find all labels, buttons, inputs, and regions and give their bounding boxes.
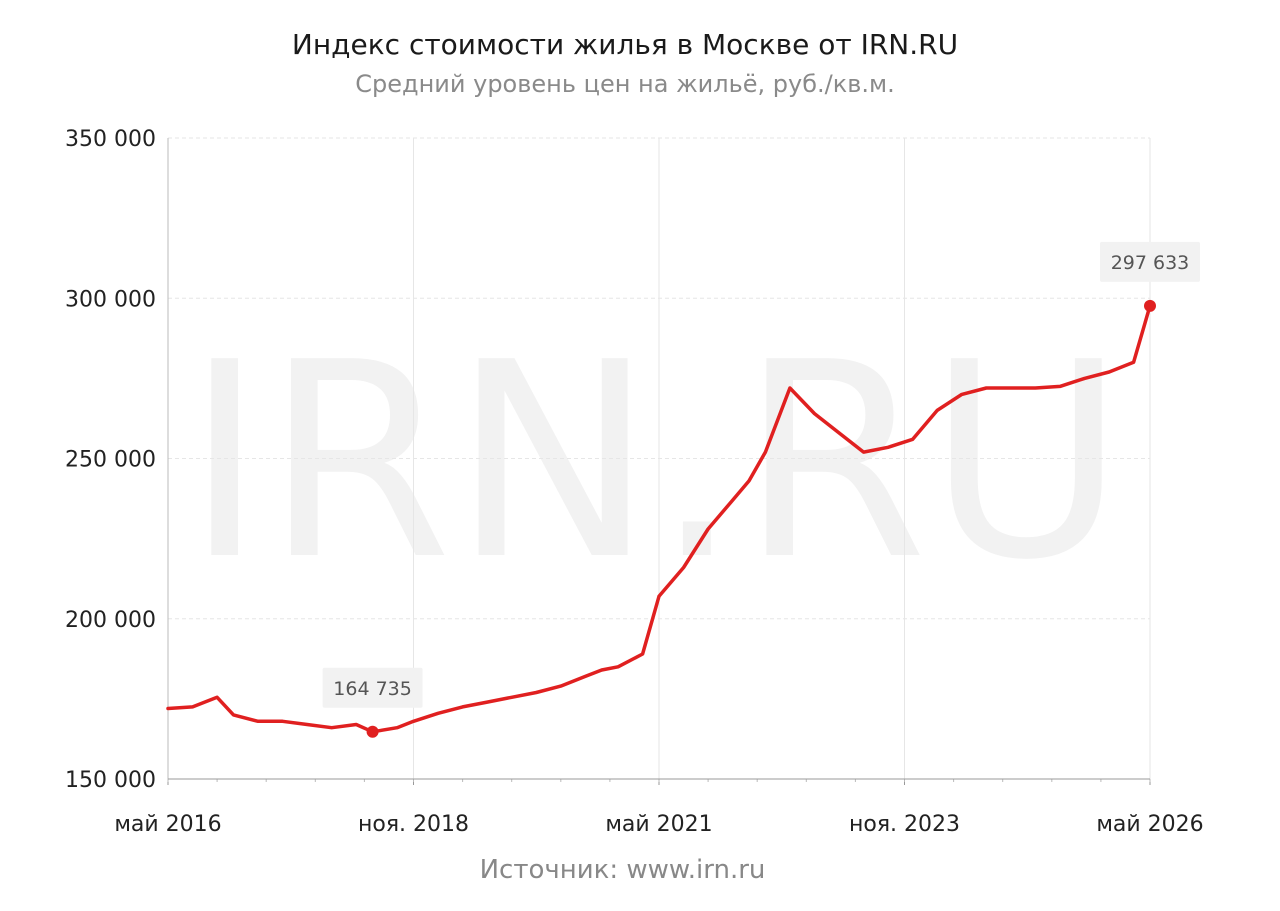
source-note: Источник: www.irn.ru [479,855,766,885]
x-tick-label: май 2016 [114,812,221,837]
annotation-box [1100,241,1200,282]
annotations: 164 735 297 633 [322,241,1200,738]
chart-title: Индекс стоимости жилья в Москве от IRN.R… [291,28,959,61]
x-axis-ticks: май 2016 ноя. 2018 май 2021 ноя. 2023 май 20… [114,812,1203,837]
y-tick-label: 150 000 [65,768,156,793]
y-tick-label: 300 000 [65,287,156,312]
series-line [166,304,1152,734]
x-tick-label: ноя. 2018 [358,812,469,837]
chart-subtitle: Средний уровень цен на жильё, руб./кв.м. [355,70,895,98]
y-tick-label: 200 000 [65,608,156,633]
annotation-label: 164 735 [333,678,412,700]
annotation-point [366,725,379,738]
annotation-box [322,667,423,708]
grid-lines [168,137,1151,779]
watermark: IRN.RU [185,304,1125,619]
x-tick-label: май 2021 [605,812,712,837]
y-tick-label: 350 000 [65,127,156,152]
y-axis-ticks: 150 000 200 000 250 000 300 000 350 000 [65,127,156,793]
annotation-label: 297 633 [1111,252,1190,274]
axes [167,138,1151,785]
x-tick-label: май 2026 [1096,812,1203,837]
y-tick-label: 250 000 [65,448,156,473]
annotation-point [1144,299,1156,312]
x-tick-label: ноя. 2023 [849,812,960,837]
